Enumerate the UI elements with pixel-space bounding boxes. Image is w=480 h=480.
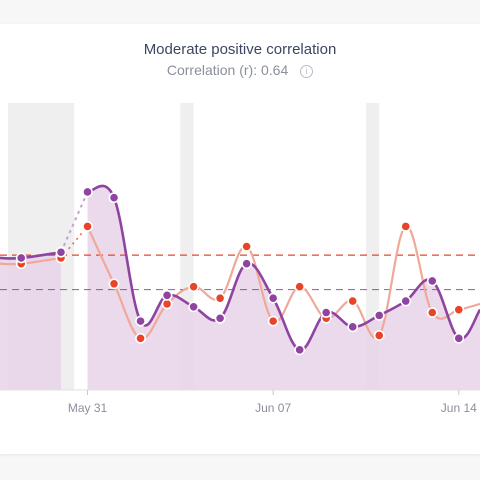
data-point-purple [108,192,120,204]
data-point-purple [188,301,199,313]
data-point-purple [82,186,93,198]
data-point-purple [320,307,332,318]
data-point-purple [161,289,173,301]
data-point-purple [426,275,438,287]
data-point-purple [241,258,253,270]
series-line-orange [86,225,480,340]
data-point-purple [373,309,385,321]
series-area-fill [87,185,480,390]
data-point-purple [267,292,279,304]
x-tick-label: Jun 07 [255,401,291,415]
data-point-purple [294,344,306,356]
data-point-purple [135,315,146,327]
chart-subtitle: Correlation (r): 0.64 i [0,62,480,78]
data-point-orange [188,281,199,293]
data-point-orange [214,292,226,304]
data-point-orange [400,221,412,232]
x-tick-label: Jun 14 [441,401,477,415]
data-point-orange [241,241,253,252]
data-point-orange [108,278,120,290]
data-point-purple [453,332,465,344]
data-point-orange [373,330,385,341]
info-icon[interactable]: i [300,65,314,78]
data-point-orange [294,281,306,293]
data-point-orange [347,295,359,307]
data-point-purple [15,252,27,264]
data-point-purple [400,295,412,307]
data-point-orange [267,315,279,327]
data-point-orange [426,307,438,318]
data-point-orange [82,221,93,232]
correlation-value: 0.64 [261,62,289,78]
correlation-label: Correlation (r): [166,62,258,78]
data-point-purple [214,312,226,324]
data-point-orange [453,304,465,316]
data-point-purple [55,246,67,258]
data-point-purple [347,321,359,333]
data-point-orange [135,332,146,344]
chart-title: Moderate positive correlation [143,41,337,58]
x-tick-label: May 31 [68,401,108,415]
series-area-fill [0,252,61,390]
